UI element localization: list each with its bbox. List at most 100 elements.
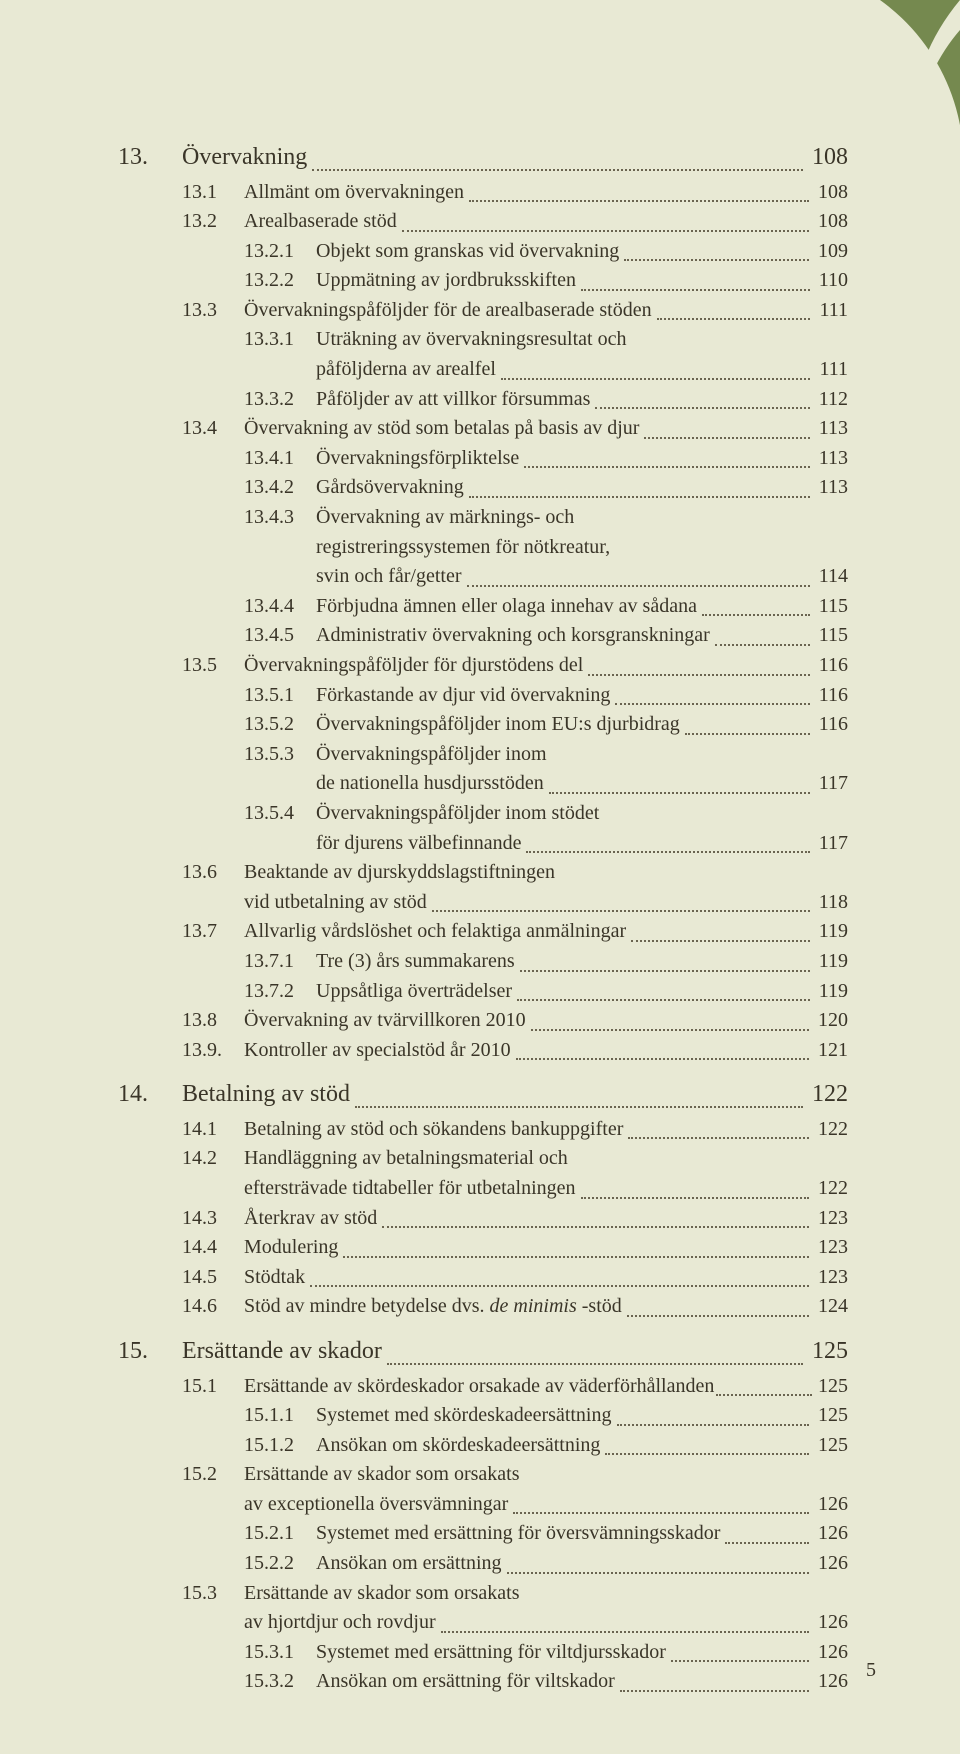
toc-entry-title: Övervakning av märknings- och: [316, 503, 574, 533]
toc-entry-page: 112: [815, 385, 848, 415]
toc-entry-title: Beaktande av djurskyddslagstiftningen: [244, 858, 555, 888]
toc-entry-title: eftersträvade tidtabeller för utbetalnin…: [244, 1174, 576, 1204]
toc-subsection-row: 13.2.2Uppmätning av jordbruksskiften110: [118, 266, 848, 296]
toc-chapter-row: 14.Betalning av stöd122: [118, 1077, 848, 1113]
toc-entry-page: 111: [815, 296, 848, 326]
toc-entry-number: 13.7.2: [244, 977, 316, 1007]
toc-leader-dots: [513, 1512, 809, 1514]
toc-entry-continuation: för djurens välbefinnande 117: [118, 829, 848, 859]
toc-entry-title: Övervakning: [182, 140, 307, 176]
toc-section-row: 14.6Stöd av mindre betydelse dvs. de min…: [118, 1292, 848, 1322]
toc-entry-continuation: vid utbetalning av stöd118: [118, 888, 848, 918]
toc-leader-dots: [715, 644, 810, 646]
toc-section-row: 15.1Ersättande av skördeskador orsakade …: [118, 1372, 848, 1402]
toc-leader-dots: [588, 674, 809, 676]
toc-entry-page: 117: [815, 829, 848, 859]
toc-entry-continuation: eftersträvade tidtabeller för utbetalnin…: [118, 1174, 848, 1204]
toc-section-row: 13.3Övervakningspåföljder för de arealba…: [118, 296, 848, 326]
toc-leader-dots: [382, 1226, 809, 1228]
toc-entry-title: Ansökan om skördeskadeersättning: [316, 1431, 600, 1461]
toc-entry-title: Uträkning av övervakningsresultat och: [316, 325, 626, 355]
toc-subsection-row: 13.5.4Övervakningspåföljder inom stödet: [118, 799, 848, 829]
toc-leader-dots: [343, 1256, 809, 1258]
toc-subsection-row: 15.1.2Ansökan om skördeskadeersättning12…: [118, 1431, 848, 1461]
toc-entry-number: 13.3.1: [244, 325, 316, 355]
toc-entry-number: 14.4: [182, 1233, 244, 1263]
toc-entry-number: 13.5.2: [244, 710, 316, 740]
toc-chapter: 14.Betalning av stöd12214.1Betalning av …: [118, 1077, 848, 1322]
toc-entry-title: av exceptionella översvämningar: [244, 1490, 508, 1520]
toc-leader-dots: [685, 733, 810, 735]
leaf-bg: [880, 0, 960, 200]
toc-entry-number: 14.: [118, 1077, 182, 1113]
toc-entry-title: Ersättande av skördeskador orsakade av v…: [244, 1372, 714, 1402]
toc-entry-number: 15.1.2: [244, 1431, 316, 1461]
toc-entry-page: 111: [815, 355, 848, 385]
toc-entry-title: Ansökan om ersättning: [316, 1549, 502, 1579]
toc-entry-page: 116: [815, 710, 848, 740]
toc-leader-dots: [355, 1106, 803, 1108]
toc-leader-dots: [624, 259, 809, 261]
toc-entry-number: 13.4.5: [244, 621, 316, 651]
toc-entry-title: Allvarlig vårdslöshet och felaktiga anmä…: [244, 917, 626, 947]
table-of-contents: 13.Övervakning10813.1Allmänt om övervakn…: [118, 140, 848, 1709]
toc-leader-dots: [524, 466, 809, 468]
toc-entry-title: registreringssystemen för nötkreatur,: [316, 533, 610, 563]
toc-subsection-row: 15.2.2Ansökan om ersättning126: [118, 1549, 848, 1579]
toc-entry-title: svin och får/getter: [316, 562, 462, 592]
toc-entry-title: Övervakningspåföljder för de arealbasera…: [244, 296, 652, 326]
toc-entry-title: Ansökan om ersättning för viltskador: [316, 1667, 615, 1697]
toc-subsection-row: 13.4.4Förbjudna ämnen eller olaga inneha…: [118, 592, 848, 622]
toc-subsection-row: 13.4.3Övervakning av märknings- och: [118, 503, 848, 533]
toc-leader-dots: [469, 200, 809, 202]
toc-entry-page: 113: [815, 444, 848, 474]
toc-chapter: 13.Övervakning10813.1Allmänt om övervakn…: [118, 140, 848, 1065]
toc-entry-number: 13.3: [182, 296, 244, 326]
toc-entry-number: 13.4.1: [244, 444, 316, 474]
toc-entry-continuation: registreringssystemen för nötkreatur,: [118, 533, 848, 563]
toc-entry-title: för djurens välbefinnande: [316, 829, 521, 859]
toc-entry-page: 108: [814, 178, 848, 208]
toc-subsection-row: 13.7.1Tre (3) års summakarens119: [118, 947, 848, 977]
toc-entry-number: 15.1.1: [244, 1401, 316, 1431]
toc-entry-title: Objekt som granskas vid övervakning: [316, 237, 619, 267]
toc-entry-number: 13.: [118, 140, 182, 176]
toc-entry-title: Påföljder av att villkor försummas: [316, 385, 590, 415]
toc-entry-number: 13.4.2: [244, 473, 316, 503]
toc-entry-page: 113: [815, 414, 848, 444]
toc-leader-dots: [644, 437, 809, 439]
toc-entry-title: Handläggning av betalningsmaterial och: [244, 1144, 568, 1174]
toc-entry-page: 110: [815, 266, 848, 296]
toc-entry-page: 120: [814, 1006, 848, 1036]
toc-entry-page: 123: [814, 1263, 848, 1293]
toc-entry-number: 15.1: [182, 1372, 244, 1402]
toc-subsection-row: 13.4.5Administrativ övervakning och kors…: [118, 621, 848, 651]
toc-section-row: 13.5Övervakningspåföljder för djurstöden…: [118, 651, 848, 681]
toc-entry-title: Tre (3) års summakarens: [316, 947, 515, 977]
toc-leader-dots: [501, 378, 811, 380]
toc-subsection-row: 13.4.1Övervakningsförpliktelse113: [118, 444, 848, 474]
toc-entry-number: 13.2: [182, 207, 244, 237]
toc-entry-page: 118: [815, 888, 848, 918]
toc-entry-number: 14.1: [182, 1115, 244, 1145]
toc-leader-dots: [517, 999, 810, 1001]
toc-entry-number: 13.7.1: [244, 947, 316, 977]
toc-entry-title: Betalning av stöd och sökandens bankuppg…: [244, 1115, 623, 1145]
toc-entry-page: 121: [814, 1036, 848, 1066]
toc-subsection-row: 13.2.1Objekt som granskas vid övervaknin…: [118, 237, 848, 267]
toc-entry-number: 13.5.3: [244, 740, 316, 770]
toc-entry-number: 14.6: [182, 1292, 244, 1322]
toc-entry-page: 126: [814, 1638, 848, 1668]
toc-leader-dots: [716, 1394, 812, 1396]
toc-leader-dots: [441, 1631, 809, 1633]
toc-leader-dots: [631, 940, 810, 942]
toc-entry-title: Administrativ övervakning och korsgransk…: [316, 621, 710, 651]
toc-entry-continuation: påföljderna av arealfel111: [118, 355, 848, 385]
toc-entry-page: 123: [814, 1233, 848, 1263]
toc-section-row: 14.5Stödtak123: [118, 1263, 848, 1293]
toc-entry-title: de nationella husdjursstöden: [316, 769, 544, 799]
toc-entry-title: Övervakning av stöd som betalas på basis…: [244, 414, 639, 444]
toc-leader-dots: [520, 970, 810, 972]
toc-entry-title: Ersättande av skador som orsakats: [244, 1460, 519, 1490]
toc-entry-title: Arealbaserade stöd: [244, 207, 397, 237]
